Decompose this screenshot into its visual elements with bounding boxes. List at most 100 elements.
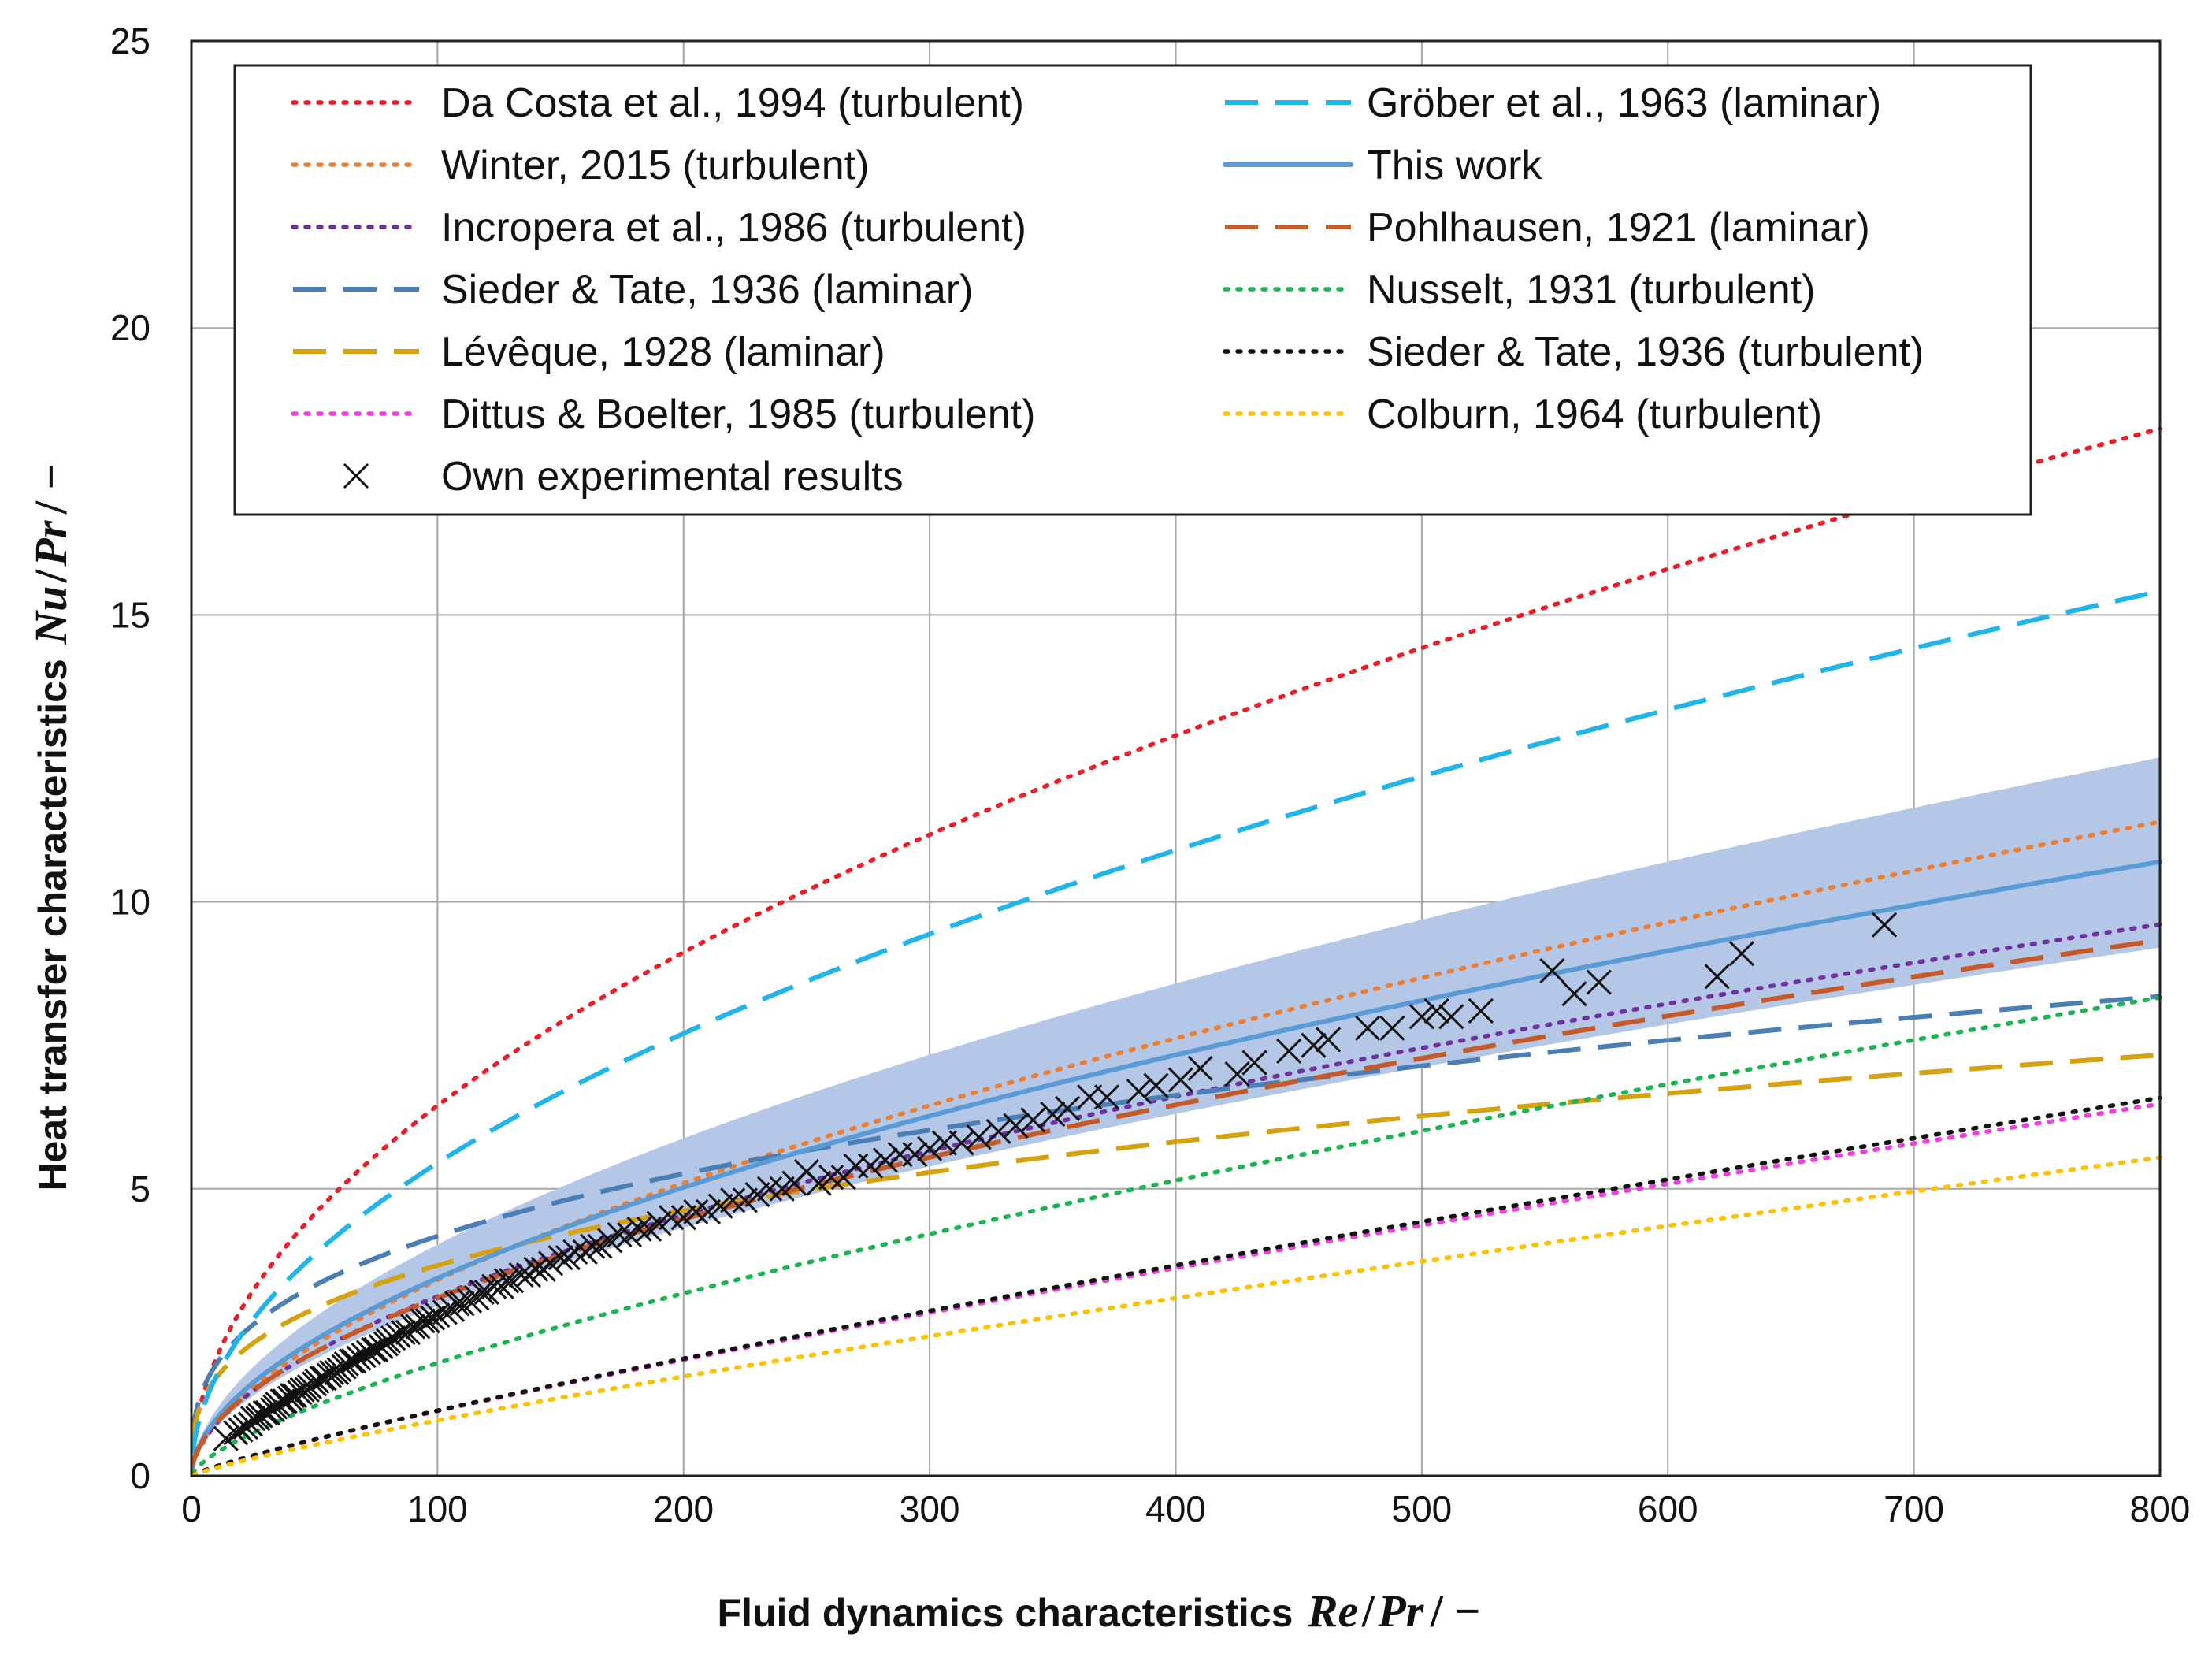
experimental-point bbox=[449, 1291, 475, 1317]
legend-label: This work bbox=[1367, 143, 1542, 188]
experimental-point bbox=[707, 1193, 733, 1219]
experimental-point bbox=[769, 1176, 795, 1202]
legend-box bbox=[233, 64, 2032, 516]
legend-item-dittus-boelter-1985-turbulent: Dittus & Boelter, 1985 (turbulent) bbox=[291, 392, 1035, 437]
y-tick-labels: 0 5 10 15 20 25 bbox=[110, 20, 150, 1496]
experimental-point bbox=[580, 1233, 606, 1259]
x-axis-label: Fluid dynamics characteristics Re / Pr /… bbox=[718, 1585, 1481, 1637]
experimental-point bbox=[425, 1302, 451, 1328]
experimental-point bbox=[304, 1368, 330, 1394]
experimental-point bbox=[1003, 1113, 1029, 1139]
experimental-point bbox=[985, 1118, 1011, 1145]
experimental-point bbox=[508, 1262, 534, 1288]
experimental-point bbox=[1586, 969, 1612, 995]
experimental-point bbox=[493, 1268, 519, 1294]
x-tick-label: 700 bbox=[1884, 1488, 1944, 1529]
legend-label: Gröber et al., 1963 (laminar) bbox=[1367, 80, 1881, 126]
y-axis-label: Heat transfer characteristics Nu / Pr / … bbox=[25, 463, 76, 1191]
experimental-point bbox=[659, 1205, 685, 1231]
experimental-point bbox=[1408, 1004, 1434, 1030]
experimental-point bbox=[806, 1170, 832, 1196]
legend-label: Sieder & Tate, 1936 (turbulent) bbox=[1367, 329, 1924, 375]
legend-item-l-v-que-1928-laminar: Lévêque, 1928 (laminar) bbox=[293, 329, 885, 375]
x-axis-symbol-den: Pr bbox=[1377, 1585, 1423, 1637]
x-tick-label: 800 bbox=[2130, 1488, 2191, 1529]
experimental-point bbox=[744, 1182, 770, 1208]
experimental-point bbox=[385, 1322, 411, 1348]
y-tick-label: 20 bbox=[110, 307, 150, 348]
plot-frame bbox=[190, 39, 2162, 1477]
experimental-point bbox=[481, 1273, 507, 1299]
experimental-point bbox=[1093, 1084, 1120, 1110]
y-axis-symbol-tail: / − bbox=[25, 463, 76, 515]
x-tick-label: 300 bbox=[900, 1488, 960, 1529]
experimental-point bbox=[1539, 957, 1565, 984]
band-this-work bbox=[192, 757, 2160, 1466]
experimental-point bbox=[858, 1153, 884, 1179]
legend-label: Lévêque, 1928 (laminar) bbox=[441, 329, 885, 375]
uncertainty-band bbox=[192, 757, 2160, 1466]
x-tick-label: 500 bbox=[1392, 1488, 1453, 1529]
experimental-point bbox=[1561, 981, 1587, 1007]
series-line-incropera-et-al-1986-turbulent bbox=[190, 922, 2162, 1468]
experimental-point bbox=[410, 1308, 436, 1334]
experimental-point bbox=[720, 1187, 746, 1213]
experimental-point bbox=[523, 1256, 549, 1282]
experimental-point bbox=[1054, 1095, 1081, 1121]
y-axis-symbol-num: Nu bbox=[25, 586, 76, 645]
experimental-point bbox=[1468, 998, 1494, 1024]
series-line-sieder-tate-1936-turbulent bbox=[190, 1095, 2162, 1477]
experimental-point bbox=[456, 1288, 483, 1314]
experimental-point bbox=[646, 1210, 672, 1236]
legend-item-incropera-et-al-1986-turbulent: Incropera et al., 1986 (turbulent) bbox=[291, 205, 1026, 251]
x-axis-symbol-tail: / − bbox=[1430, 1585, 1481, 1637]
x-tick-label: 100 bbox=[407, 1488, 468, 1529]
experimental-point bbox=[757, 1176, 783, 1202]
experimental-point bbox=[1316, 1027, 1342, 1053]
legend-label: Sieder & Tate, 1936 (laminar) bbox=[441, 267, 973, 313]
series-line-da-costa-et-al-1994-turbulent bbox=[190, 426, 2162, 1452]
experimental-point bbox=[948, 1130, 974, 1156]
experimental-point bbox=[547, 1245, 573, 1271]
experimental-point bbox=[1187, 1055, 1213, 1081]
experimental-point bbox=[607, 1222, 633, 1248]
experimental-point bbox=[732, 1187, 758, 1213]
experimental-point bbox=[432, 1299, 458, 1325]
experimental-point bbox=[1167, 1067, 1193, 1093]
x-axis-symbol-num: Re bbox=[1307, 1585, 1358, 1637]
experimental-point bbox=[265, 1391, 291, 1418]
x-tick-label: 400 bbox=[1145, 1488, 1206, 1529]
series-curves bbox=[190, 426, 2162, 1477]
legend-item-sieder-tate-1936-turbulent: Sieder & Tate, 1936 (turbulent) bbox=[1223, 329, 1924, 375]
legend-item-pohlhausen-1921-laminar: Pohlhausen, 1921 (laminar) bbox=[1225, 205, 1870, 251]
experimental-point bbox=[1423, 998, 1449, 1024]
legend-label: Own experimental results bbox=[441, 454, 904, 500]
y-tick-label: 5 bbox=[130, 1169, 150, 1210]
experimental-point bbox=[670, 1205, 696, 1231]
experimental-point bbox=[1143, 1072, 1169, 1098]
legend: Da Costa et al., 1994 (turbulent) Winter,… bbox=[233, 64, 2032, 516]
legend-label: Nusselt, 1931 (turbulent) bbox=[1367, 267, 1815, 313]
experimental-point bbox=[1438, 1004, 1464, 1030]
experimental-point bbox=[247, 1403, 273, 1429]
experimental-points bbox=[213, 912, 1898, 1451]
experimental-point bbox=[333, 1351, 359, 1377]
x-tick-label: 200 bbox=[653, 1488, 714, 1529]
legend-label: Incropera et al., 1986 (turbulent) bbox=[441, 205, 1026, 251]
y-tick-label: 15 bbox=[110, 594, 150, 635]
experimental-point bbox=[695, 1198, 722, 1225]
experimental-point bbox=[902, 1142, 928, 1168]
x-tick-label: 600 bbox=[1638, 1488, 1698, 1529]
experimental-point bbox=[1224, 1061, 1250, 1087]
series-line-l-v-que-1928-laminar bbox=[190, 1052, 2161, 1440]
experimental-point bbox=[318, 1359, 345, 1385]
legend-label: Da Costa et al., 1994 (turbulent) bbox=[441, 80, 1024, 126]
series-line-gr-ber-et-al-1963-laminar bbox=[190, 589, 2161, 1455]
x-tick-labels: 0 100 200 300 400 500 600 700 800 bbox=[181, 1488, 2190, 1529]
series-line-colburn-1964-turbulent bbox=[190, 1155, 2162, 1477]
legend-label: Dittus & Boelter, 1985 (turbulent) bbox=[441, 392, 1035, 437]
experimental-point bbox=[420, 1305, 446, 1331]
y-axis-title: Heat transfer characteristics bbox=[31, 659, 75, 1191]
experimental-point bbox=[338, 1348, 365, 1374]
